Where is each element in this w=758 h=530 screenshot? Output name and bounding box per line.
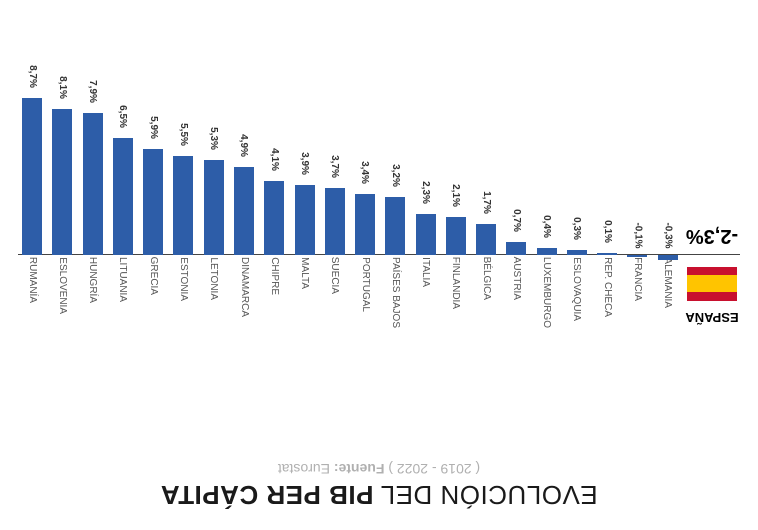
bar-value: 2,1% <box>450 184 461 207</box>
bar-label: LUXEMBURGO <box>541 257 552 332</box>
bar-label: LITUANIA <box>117 257 128 306</box>
bar-value: 8,7% <box>27 66 38 89</box>
bar-value: 3,9% <box>299 152 310 175</box>
bar-value: 3,7% <box>329 156 340 179</box>
bar-label: PORTUGAL <box>360 257 371 316</box>
bar-rect <box>446 217 466 255</box>
bar-rect <box>173 156 193 255</box>
bar-rect <box>325 188 345 255</box>
bar-value: 0,3% <box>571 217 582 240</box>
bar-rect <box>22 98 42 255</box>
bar-label: ESLOVAQUIA <box>571 257 582 325</box>
bar-value: 7,9% <box>87 80 98 103</box>
bar-rect <box>264 181 284 255</box>
bar-rect <box>355 194 375 255</box>
bar-rect <box>83 113 103 255</box>
bar-value: 0,7% <box>511 210 522 233</box>
bar-value: 5,5% <box>178 123 189 146</box>
bar-label: ESLOVENIA <box>57 257 68 318</box>
bar-rect <box>416 214 436 255</box>
bar-value: 0,1% <box>602 220 613 243</box>
bar-label: ESPAÑA <box>685 306 738 325</box>
bar-label: ITALIA <box>420 257 431 291</box>
bar-rect <box>295 185 315 255</box>
source-label: Fuente: <box>334 461 385 477</box>
bar-label: MALTA <box>299 257 310 293</box>
bar-label: CHIPRE <box>269 257 280 299</box>
bar-rect <box>143 149 163 255</box>
bar-rect <box>52 109 72 255</box>
bar-rect <box>658 255 678 260</box>
bar-rect <box>537 248 557 255</box>
bar-label: REP. CHECA <box>602 257 613 321</box>
bar-value: -2,3% <box>686 224 738 247</box>
bar-label: ESTONIA <box>178 257 189 305</box>
bar-value: 4,9% <box>239 134 250 157</box>
period: ( 2019 - 2022 ) <box>388 461 480 477</box>
bar-value: 2,3% <box>420 181 431 204</box>
bar-rect <box>506 242 526 255</box>
bar-label: DINAMARCA <box>239 257 250 321</box>
title-light: EVOLUCIÓN DEL <box>373 480 597 510</box>
bar-value: 5,9% <box>148 116 159 139</box>
bar-value: 4,1% <box>269 148 280 171</box>
bar-label: AUSTRIA <box>511 257 522 304</box>
bar-label: PAÍSES BAJOS <box>390 257 401 332</box>
title-bold: PIB PER CÁPITA <box>160 480 373 510</box>
bar-label: LETONIA <box>208 257 219 304</box>
bar-rect <box>385 197 405 255</box>
bar-label: FRANCIA <box>632 257 643 305</box>
chart-title: EVOLUCIÓN DEL PIB PER CÁPITA <box>18 479 740 510</box>
bar-value: 0,4% <box>541 215 552 238</box>
spain-flag-icon <box>687 267 737 301</box>
bar-rect <box>234 167 254 255</box>
bar-label: SUECIA <box>329 257 340 298</box>
bar-value: -0,1% <box>632 222 643 248</box>
bar-label: BÉLGICA <box>481 257 492 304</box>
bar-value: -0,3% <box>662 222 673 248</box>
bar-chart: RUMANÍA 8,7% ESLOVENIA 8,1% HUNGRÍA 7,9% LITUA… <box>18 20 740 415</box>
bar-rect <box>113 138 133 255</box>
bar-value: 1,7% <box>481 192 492 215</box>
bar-rect <box>204 160 224 255</box>
bar-value: 6,5% <box>117 105 128 128</box>
bar-value: 5,3% <box>208 127 219 150</box>
bar-value: 3,4% <box>360 161 371 184</box>
bar-rect <box>476 224 496 255</box>
bar-value: 8,1% <box>57 76 68 99</box>
bars-container: RUMANÍA 8,7% ESLOVENIA 8,1% HUNGRÍA 7,9% LITUA… <box>18 20 740 415</box>
bar-rect <box>627 255 647 257</box>
bar-label: FINLANDIA <box>450 257 461 313</box>
chart-subtitle: ( 2019 - 2022 ) Fuente: Eurostat <box>18 461 740 477</box>
source-value: Eurostat <box>278 461 334 477</box>
chart-header: EVOLUCIÓN DEL PIB PER CÁPITA ( 2019 - 20… <box>18 461 740 510</box>
bar-label: HUNGRÍA <box>87 257 98 307</box>
bar-rect <box>597 253 617 255</box>
bar-label: ALEMANIA <box>662 257 673 312</box>
bar-rect <box>567 250 587 255</box>
bar-label: RUMANÍA <box>27 257 38 307</box>
bar-value: 3,2% <box>390 165 401 188</box>
bar-label: GRECIA <box>148 257 159 299</box>
